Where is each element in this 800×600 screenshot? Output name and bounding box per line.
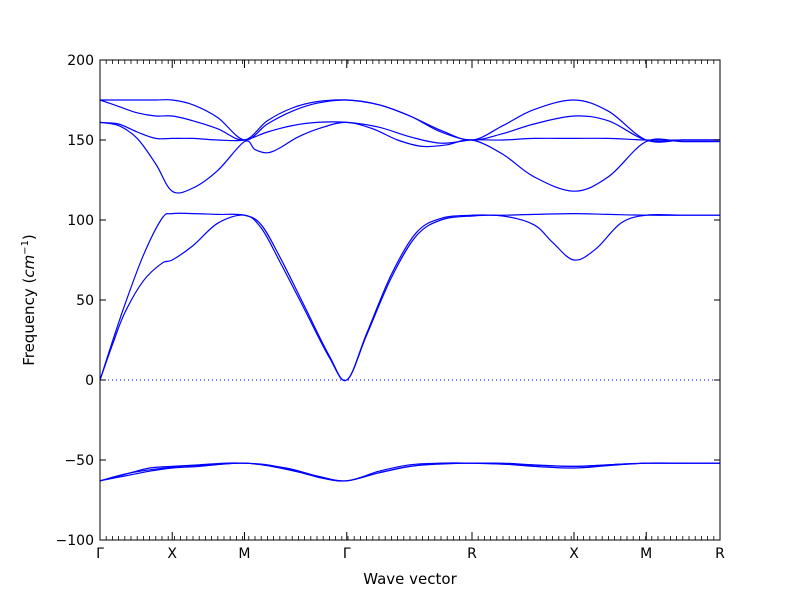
x-tick-label: X [167,546,177,562]
x-tick-label: Γ [96,546,104,562]
x-tick-label: Γ [343,546,351,562]
band-line-2 [99,99,720,143]
y-tick-label: 200 [67,53,94,69]
minor-ticks [99,60,721,540]
x-tick-label: R [467,546,477,562]
y-tick-label: 150 [67,133,94,149]
y-axis-label-text: Frequency ( [20,278,38,366]
y-axis-ticks: −100 −50 0 50 100 150 200 [56,53,720,549]
y-tick-label: 50 [76,293,94,309]
x-tick-label: M [238,546,250,562]
x-tick-label: X [569,546,579,562]
x-tick-label: M [640,546,652,562]
y-axis-label: Frequency (cm−1) [20,234,38,366]
y-tick-label: −100 [56,533,94,549]
series-lines [99,99,720,482]
band-line-6 [99,214,720,382]
x-axis-label: Wave vector [363,570,457,588]
y-tick-label: 100 [67,213,94,229]
y-tick-label: 0 [85,373,94,389]
y-axis-label-close: ) [20,234,38,240]
y-tick-label: −50 [64,453,94,469]
y-axis-label-unit: cm [20,255,38,278]
plot-background [100,60,720,540]
band-line-4 [99,121,720,194]
y-axis-label-exponent: −1 [20,240,31,255]
x-tick-label: R [715,546,725,562]
band-line-9 [99,462,720,482]
